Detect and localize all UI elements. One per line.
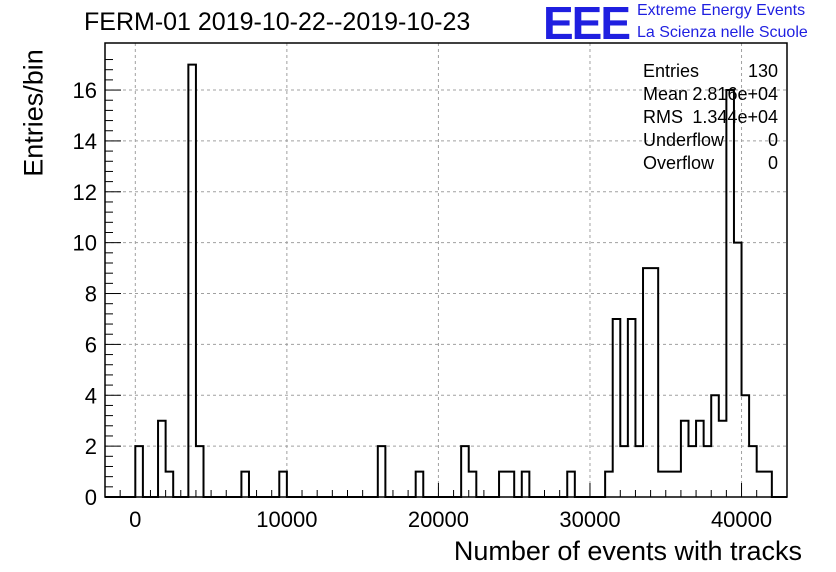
stat-value: 1.344e+04 [692, 107, 778, 127]
histogram-bin [635, 446, 643, 497]
histogram-bin [605, 472, 613, 497]
histogram-bin [673, 472, 681, 497]
histogram-bin [135, 446, 143, 497]
histogram-bin [651, 268, 659, 497]
y-tick-label: 16 [73, 78, 97, 103]
stat-value: 0 [768, 153, 778, 173]
histogram-bin [719, 421, 727, 497]
histogram-bin [628, 319, 636, 497]
histogram-bin [416, 472, 424, 497]
plot-frame [104, 42, 788, 498]
y-tick-label: 10 [73, 231, 97, 256]
stat-label: Mean [643, 84, 688, 104]
y-tick-label: 6 [85, 332, 97, 357]
stat-value: 0 [768, 130, 778, 150]
histogram-bin [749, 446, 757, 497]
y-tick-label: 4 [85, 383, 97, 408]
histogram-bin [704, 446, 712, 497]
logo-tagline-2: La Scienza nelle Scuole [637, 24, 808, 41]
stat-label: Overflow [643, 153, 715, 173]
histogram-bin [757, 472, 765, 497]
eee-logo: EEE [543, 0, 631, 49]
histogram-bin [620, 446, 628, 497]
histogram-bin [499, 472, 507, 497]
stat-value: 130 [748, 61, 778, 81]
histogram-bin [279, 472, 287, 497]
stat-label: Underflow [643, 130, 725, 150]
histogram-bin [196, 446, 204, 497]
histogram-bin [613, 319, 621, 497]
histogram-bin [378, 446, 386, 497]
histogram-bin [461, 446, 469, 497]
y-tick-label: 2 [85, 434, 97, 459]
x-tick-label: 20000 [408, 507, 469, 532]
histogram-line [105, 63, 787, 498]
chart-title: FERM-01 2019-10-22--2019-10-23 [84, 8, 471, 36]
histogram-bin [643, 268, 651, 497]
stat-label: RMS [643, 107, 683, 127]
y-tick-label: 12 [73, 180, 97, 205]
y-tick-label: 8 [85, 282, 97, 307]
histogram-bin [166, 472, 174, 497]
histogram-bin [764, 472, 772, 497]
x-tick-label: 40000 [711, 507, 772, 532]
histogram-bin [567, 472, 575, 497]
histogram-bin [469, 472, 477, 497]
histogram-bin [734, 243, 742, 497]
x-tick-label: 30000 [559, 507, 620, 532]
x-tick-label: 10000 [256, 507, 317, 532]
histogram-bin [696, 421, 704, 497]
histogram-bin [658, 472, 666, 497]
x-axis-label: Number of events with tracks [453, 536, 802, 566]
x-tick-label: 0 [129, 507, 141, 532]
stat-value: 2.816e+04 [692, 84, 778, 104]
histogram-bin [188, 65, 196, 497]
y-tick-label: 0 [85, 485, 97, 510]
histogram-bin [507, 472, 515, 497]
y-tick-label: 14 [73, 129, 97, 154]
logo-tagline-1: Extreme Energy Events [637, 2, 806, 19]
histogram-bin [158, 421, 166, 497]
histogram-bin [681, 421, 689, 497]
histogram-bin [688, 446, 696, 497]
histogram-bin [522, 472, 530, 497]
stat-label: Entries [643, 61, 699, 81]
histogram-bin [666, 472, 674, 497]
histogram-bin [241, 472, 249, 497]
